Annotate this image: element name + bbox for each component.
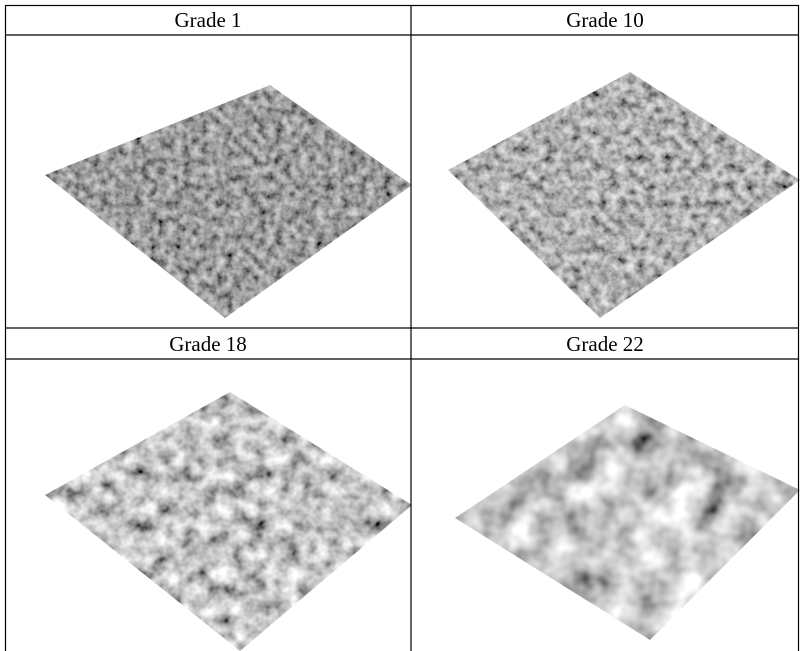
cell-label: Grade 10 xyxy=(566,8,644,32)
surface-image xyxy=(450,400,800,645)
figure: Grade 1 Grade 10 Grade 18 Grade 22 xyxy=(0,0,800,651)
surface-image xyxy=(445,68,800,323)
page: Grade 1 Grade 10 Grade 18 Grade 22 (() =… xyxy=(0,0,800,651)
cell-label: Grade 1 xyxy=(174,8,241,32)
cell-label: Grade 18 xyxy=(169,332,247,356)
cell-label: Grade 22 xyxy=(566,332,644,356)
surface-image xyxy=(40,388,415,651)
surface-image xyxy=(40,80,415,325)
